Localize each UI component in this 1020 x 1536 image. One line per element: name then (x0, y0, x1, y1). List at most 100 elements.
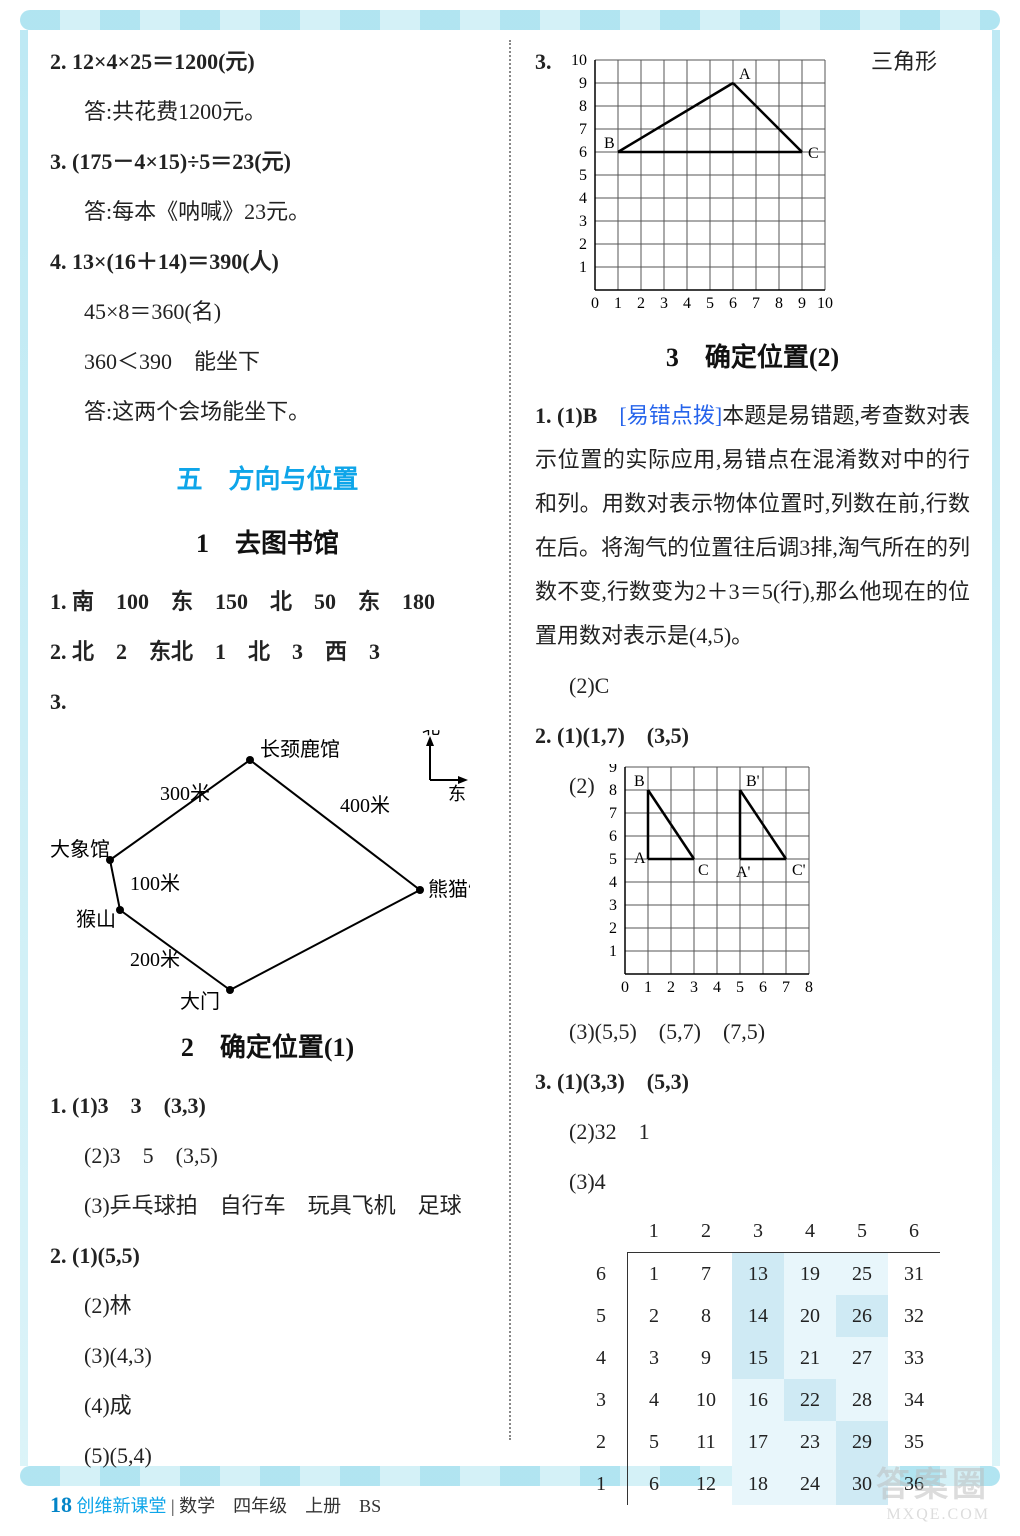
edge-200: 200米 (130, 948, 180, 971)
map-diagram: 长颈鹿馆 大象馆 猴山 熊猫馆 大门 300米 400米 (50, 730, 485, 1010)
svg-text:2: 2 (667, 979, 675, 996)
shape-label: 三角形 (871, 40, 937, 84)
table-row: 341016222834 (575, 1379, 940, 1421)
subsection-2: 2 确定位置(1) (50, 1022, 485, 1074)
r-q3b: (2)32 1 (535, 1110, 970, 1154)
left-column: 2. 12×4×25＝1200(元) 答:共花费1200元。 3. (175－4… (50, 40, 485, 1440)
table-cell: 31 (888, 1253, 940, 1296)
svg-text:9: 9 (579, 75, 587, 92)
table-cell: 15 (732, 1337, 784, 1379)
q4-l2: 45×8＝360(名) (50, 290, 485, 334)
svg-text:6: 6 (729, 295, 737, 312)
q2-expr: 2. 12×4×25＝1200(元) (50, 40, 485, 84)
svg-text:0: 0 (621, 979, 629, 996)
column-divider (509, 40, 511, 1440)
table-row: 43915212733 (575, 1337, 940, 1379)
two-column-layout: 2. 12×4×25＝1200(元) 答:共花费1200元。 3. (175－4… (50, 40, 970, 1440)
decor-border-left (20, 30, 28, 1466)
svg-text:B': B' (746, 773, 760, 790)
svg-text:4: 4 (683, 295, 691, 312)
col-h: 2 (680, 1210, 732, 1253)
svg-text:C: C (808, 145, 819, 162)
s2-q2e: (5)(5,4) (50, 1434, 485, 1478)
s2-q2c: (3)(4,3) (50, 1334, 485, 1378)
r-q1-prefix: 1. (1)B (535, 403, 619, 428)
svg-text:6: 6 (759, 979, 767, 996)
q3-expr: 3. (175－4×15)÷5＝23(元) (50, 140, 485, 184)
table-cell: 24 (784, 1463, 836, 1505)
s1-q2: 2. 北 2 东北 1 北 3 西 3 (50, 630, 485, 674)
svg-text:C': C' (792, 862, 806, 879)
r-q3c: (3)4 (535, 1160, 970, 1204)
svg-text:10: 10 (817, 295, 833, 312)
q4-l1: 4. 13×(16＋14)＝390(人) (50, 240, 485, 284)
svg-text:6: 6 (579, 144, 587, 161)
table-cell: 18 (732, 1463, 784, 1505)
svg-text:9: 9 (798, 295, 806, 312)
table-cell: 28 (836, 1379, 888, 1421)
table-cell: 4 (628, 1379, 681, 1421)
svg-text:2: 2 (579, 236, 587, 253)
svg-text:B: B (604, 135, 615, 152)
hint-tag: [易错点拨] (619, 403, 722, 428)
table-cell: 27 (836, 1337, 888, 1379)
edge-300: 300米 (160, 782, 210, 805)
q4-l3: 360＜390 能坐下 (50, 340, 485, 384)
table-cell: 19 (784, 1253, 836, 1296)
table-cell: 10 (680, 1379, 732, 1421)
watermark-url: MXQE.COM (876, 1506, 990, 1524)
table-cell: 32 (888, 1295, 940, 1337)
table-cell: 2 (628, 1295, 681, 1337)
s1-q3-num: 3. (50, 689, 67, 714)
triangle-pair-grid: 012345678123456789ABCA'B'C' (595, 764, 855, 1004)
r-q2b-num: (2) (535, 764, 595, 1004)
table-header-row: 1 2 3 4 5 6 (575, 1210, 940, 1253)
right-column: 3. 01234567891012345678910ABC 三角形 3 确定位置… (535, 40, 970, 1440)
node-monkey: 猴山 (76, 908, 116, 931)
r-q3-num: 3. (535, 40, 561, 84)
table-cell: 22 (784, 1379, 836, 1421)
decor-border-top (20, 10, 1000, 30)
q4-ans: 答:这两个会场能坐下。 (50, 390, 485, 434)
svg-text:1: 1 (579, 259, 587, 276)
col-h: 5 (836, 1210, 888, 1253)
s2-q2b: (2)林 (50, 1284, 485, 1328)
col-h: 4 (784, 1210, 836, 1253)
svg-text:3: 3 (690, 979, 698, 996)
table-cell: 34 (888, 1379, 940, 1421)
watermark-text: 答案圈 (876, 1457, 990, 1506)
subsection-3: 3 确定位置(2) (535, 332, 970, 384)
r-q3a: 3. (1)(3,3) (5,3) (535, 1060, 970, 1104)
r-q1-body: 本题是易错题,考查数对表示位置的实际应用,易错点在混淆数对中的行和列。用数对表示… (535, 403, 970, 648)
table-cell: 13 (732, 1253, 784, 1296)
edge-400: 400米 (340, 794, 390, 817)
subsection-1: 1 去图书馆 (50, 518, 485, 570)
watermark: 答案圈 MXQE.COM (876, 1457, 990, 1524)
table-cell: 6 (628, 1463, 681, 1505)
table-cell: 8 (680, 1295, 732, 1337)
table-cell: 17 (732, 1421, 784, 1463)
svg-text:1: 1 (609, 943, 617, 960)
s1-q1: 1. 南 100 东 150 北 50 东 180 (50, 580, 485, 624)
r-q2c: (3)(5,5) (5,7) (7,5) (535, 1010, 970, 1054)
svg-text:7: 7 (609, 805, 617, 822)
col-h: 1 (628, 1210, 681, 1253)
svg-text:2: 2 (609, 920, 617, 937)
svg-text:A': A' (736, 864, 751, 881)
col-h: 3 (732, 1210, 784, 1253)
s1-q3: 3. 长颈鹿馆 大象馆 猴山 熊猫馆 大门 (50, 680, 485, 1010)
node-giraffe: 长颈鹿馆 (260, 738, 340, 761)
svg-text:8: 8 (775, 295, 783, 312)
table-cell: 9 (680, 1337, 732, 1379)
section-title: 五 方向与位置 (50, 454, 485, 506)
q3-ans: 答:每本《呐喊》23元。 (50, 190, 485, 234)
svg-text:5: 5 (579, 167, 587, 184)
s2-q1b: (2)3 5 (3,5) (50, 1134, 485, 1178)
svg-text:7: 7 (752, 295, 760, 312)
table-cell: 1 (628, 1253, 681, 1296)
page-footer: 18 创维新课堂 | 数学 四年级 上册 BS (50, 1492, 381, 1518)
svg-text:8: 8 (609, 782, 617, 799)
svg-text:10: 10 (571, 52, 587, 69)
svg-text:8: 8 (579, 98, 587, 115)
svg-text:B: B (634, 773, 645, 790)
